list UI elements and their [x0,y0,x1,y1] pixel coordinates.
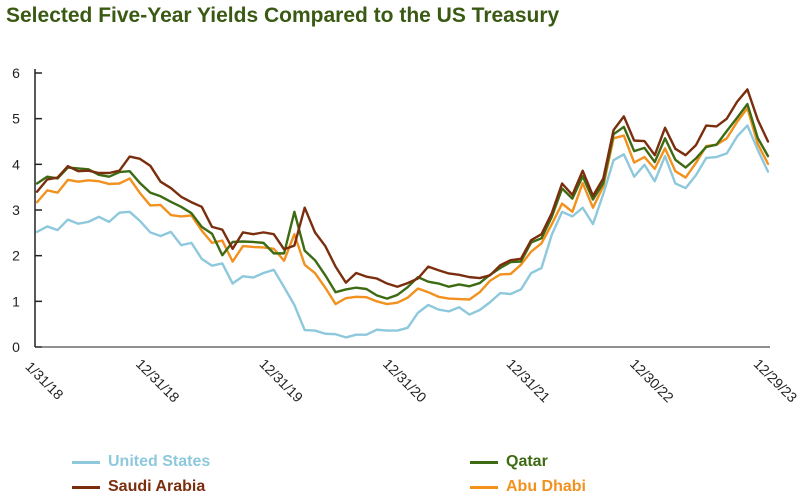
y-tick-label: 6 [12,65,20,81]
legend-label: Abu Dhabi [506,478,586,495]
x-tick-label: 12/30/22 [627,356,677,406]
legend-label: Saudi Arabia [108,478,206,495]
legend-item-abu-dhabi: Abu Dhabi [470,478,586,496]
x-tick-label: 12/31/20 [380,356,430,406]
series-line-abu-dhabi [35,106,770,306]
tick-labels: 0 1 2 3 4 5 6 1/31/18 12/31/18 12/31/19 12/31/20 12… [12,65,800,406]
y-tick-label: 2 [12,248,20,264]
legend-item-qatar: Qatar [470,453,548,471]
legend-swatch [470,460,498,464]
legend-label: United States [108,453,211,470]
legend-item-saudi-arabia: Saudi Arabia [72,478,205,496]
x-tick-label: 12/31/19 [256,356,306,406]
series-line-united-states [35,124,770,339]
series-line-saudi-arabia [35,88,770,288]
x-tick-label: 12/31/18 [133,356,183,406]
y-tick-label: 3 [12,202,20,218]
y-tick-label: 1 [12,293,20,309]
chart-title: Selected Five-Year Yields Compared to th… [6,4,560,27]
x-tick-label: 12/31/21 [504,356,554,406]
series-line-qatar [35,102,770,300]
legend-swatch [470,485,498,489]
y-tick-label: 4 [12,156,20,172]
legend-swatch [72,485,100,489]
legend-swatch [72,460,100,464]
y-tick-label: 0 [12,339,20,355]
legend-item-united-states: United States [72,453,210,471]
chart-axes [34,69,770,348]
legend-label: Qatar [506,453,548,470]
series-layer [35,88,770,339]
y-tick-label: 5 [12,111,20,127]
x-tick-label: 12/29/23 [751,356,800,406]
x-tick-label: 1/31/18 [22,358,66,402]
